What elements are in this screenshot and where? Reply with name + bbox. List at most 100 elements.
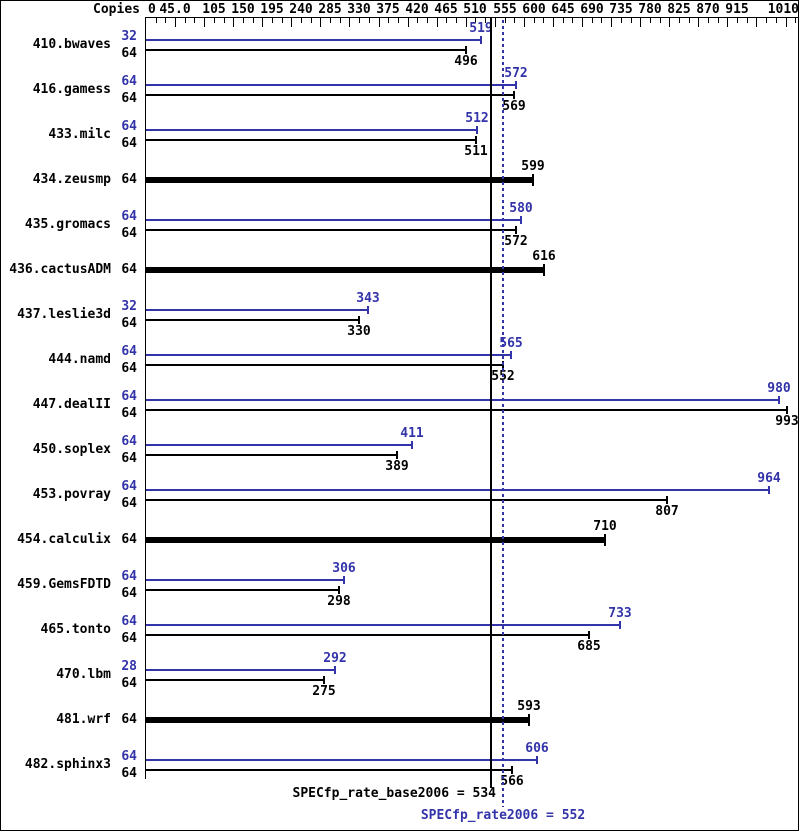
bar-value-label: 569 [502, 99, 526, 114]
copies-column-header: Copies [93, 2, 140, 17]
axis-tick [611, 18, 612, 27]
axis-tick [340, 18, 341, 23]
axis-tick [194, 18, 195, 23]
axis-tick [689, 18, 690, 23]
bar [146, 39, 481, 41]
copies-label: 32 [121, 29, 137, 44]
benchmark-label: 481.wrf [56, 712, 111, 727]
bar-end-cap [480, 36, 482, 44]
bar-end-cap [543, 264, 545, 276]
benchmark-label: 447.dealII [32, 397, 111, 412]
axis-tick [543, 18, 544, 23]
copies-label: 64 [121, 344, 137, 359]
axis-tick-label: 780 [638, 2, 662, 17]
copies-label: 64 [121, 316, 137, 331]
axis-tick [553, 18, 554, 27]
axis-tick [398, 18, 399, 23]
bar [146, 624, 620, 626]
axis-tick-label: 150 [231, 2, 255, 17]
axis-tick [224, 18, 225, 23]
copies-label: 64 [121, 631, 137, 646]
axis-tick-label: 240 [289, 2, 313, 17]
bar-value-label: 593 [517, 699, 541, 714]
bar [146, 454, 397, 456]
base-metric-label: SPECfp_rate_base2006 = 534 [292, 786, 497, 801]
bar-value-label: 599 [521, 159, 545, 174]
axis-tick [592, 18, 593, 23]
bar-value-label: 733 [608, 606, 632, 621]
axis-tick-label: 735 [609, 2, 633, 17]
axis-tick [349, 18, 350, 27]
bar-value-label: 572 [504, 234, 528, 249]
bar [146, 84, 516, 86]
bar [146, 537, 605, 543]
copies-label: 64 [121, 451, 137, 466]
benchmark-label: 444.namd [48, 352, 111, 367]
bar-end-cap [778, 396, 780, 404]
axis-tick [388, 18, 389, 23]
copies-label: 64 [121, 389, 137, 404]
benchmark-label: 482.sphinx3 [24, 757, 111, 772]
axis-tick [311, 18, 312, 23]
axis-tick-label: 915 [725, 2, 749, 17]
bar-value-label: 306 [332, 561, 356, 576]
copies-label: 64 [121, 172, 137, 187]
axis-tick [534, 18, 535, 23]
bar [146, 759, 537, 761]
bar-end-cap [532, 174, 534, 186]
bar [146, 319, 359, 321]
copies-label: 64 [121, 614, 137, 629]
axis-tick [485, 18, 486, 23]
bar-value-label: 993 [775, 414, 799, 429]
axis-tick [650, 18, 651, 23]
copies-label: 64 [121, 569, 137, 584]
axis-tick [514, 18, 515, 23]
axis-tick [679, 18, 680, 23]
benchmark-label: 435.gromacs [24, 217, 111, 232]
benchmark-label: 465.tonto [40, 622, 111, 637]
axis-tick [437, 18, 438, 27]
axis-tick [766, 18, 767, 23]
bar [146, 769, 512, 771]
axis-tick-label: 420 [405, 2, 429, 17]
axis-tick [175, 18, 176, 27]
bar [146, 669, 335, 671]
bar [146, 589, 339, 591]
axis-tick [379, 18, 380, 27]
axis-tick [408, 18, 409, 27]
axis-tick [727, 18, 728, 27]
axis-tick [660, 18, 661, 23]
axis-tick-label: 465 [434, 2, 458, 17]
bar-value-label: 980 [767, 381, 791, 396]
axis-tick-label: 285 [318, 2, 342, 17]
bar-value-label: 807 [655, 504, 679, 519]
copies-label: 64 [121, 262, 137, 277]
copies-label: 28 [121, 659, 137, 674]
copies-label: 64 [121, 46, 137, 61]
bar-value-label: 606 [525, 741, 549, 756]
bar-end-cap [588, 631, 590, 639]
benchmark-label: 416.gamess [32, 82, 111, 97]
bar-value-label: 512 [465, 111, 489, 126]
ref-line-peak [502, 20, 504, 807]
axis-tick [495, 18, 496, 27]
axis-tick [359, 18, 360, 23]
bar-end-cap [334, 666, 336, 674]
axis-tick [708, 18, 709, 23]
benchmark-label: 410.bwaves [32, 37, 111, 52]
copies-label: 64 [121, 766, 137, 781]
bar-value-label: 411 [400, 426, 424, 441]
axis-tick [669, 18, 670, 27]
axis-tick [456, 18, 457, 23]
bar [146, 139, 476, 141]
copies-label: 64 [121, 136, 137, 151]
bar [146, 94, 514, 96]
axis-tick [698, 18, 699, 27]
bar-value-label: 298 [327, 594, 351, 609]
bar [146, 354, 511, 356]
bar [146, 409, 787, 411]
axis-tick [233, 18, 234, 27]
benchmark-label: 436.cactusADM [9, 262, 111, 277]
bar-value-label: 292 [323, 651, 347, 666]
bar [146, 399, 779, 401]
